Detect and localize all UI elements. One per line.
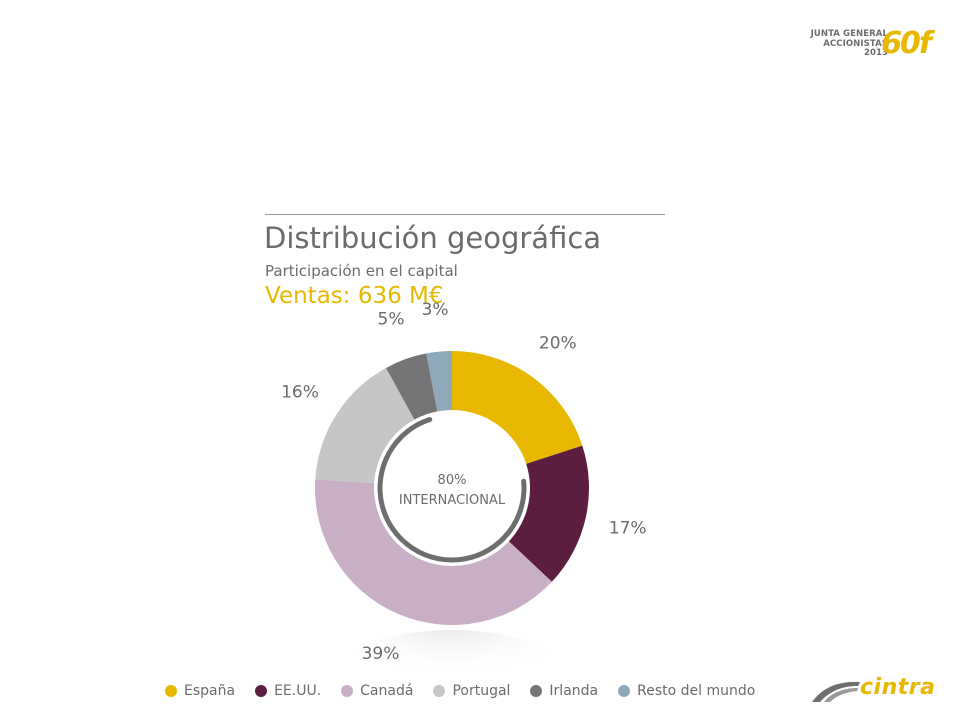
slice-label: 16% [281, 383, 319, 403]
slice-label: 5% [378, 310, 405, 330]
center-value: 80% [438, 473, 467, 488]
legend-label: Resto del mundo [637, 683, 756, 699]
slice-españa [452, 351, 583, 464]
legend-swatch [433, 685, 446, 697]
event-line: 2013 [863, 48, 888, 58]
slice-label: 20% [539, 333, 577, 353]
slice-ee-uu- [508, 445, 589, 582]
title-divider [265, 214, 665, 215]
event-logo-text: JUNTA GENERAL ACCIONISTAS 2013 [810, 29, 888, 59]
legend-item: Resto del mundo [618, 683, 755, 699]
legend-swatch [255, 685, 268, 697]
slice-irlanda [385, 353, 438, 420]
legend-label: España [184, 683, 236, 699]
sales-headline: Ventas: 636 M€ [265, 283, 444, 309]
event-line: JUNTA GENERAL [810, 29, 888, 39]
page-subtitle: Participación en el capital [265, 262, 458, 280]
legend-label: Irlanda [549, 683, 599, 699]
international-arc [377, 417, 527, 563]
slice-label: 39% [362, 644, 400, 664]
page-title: Distribución geográfica [264, 221, 602, 255]
legend-swatch [618, 685, 631, 697]
center-label: INTERNACIONAL [399, 493, 506, 508]
slice-canadá [314, 479, 552, 625]
legend-item: EE.UU. [255, 683, 321, 699]
legend: España EE.UU. Canadá Portugal Irlanda Resto d… [165, 682, 775, 700]
event-line: ACCIONISTAS [823, 38, 888, 49]
legend-swatch [341, 685, 354, 697]
legend-label: Portugal [452, 683, 511, 699]
legend-item: Portugal [433, 683, 510, 699]
road-icon [812, 681, 860, 702]
slice-label: 17% [609, 518, 647, 538]
event-logo: JUNTA GENERAL ACCIONISTAS 2013 60f [806, 26, 936, 68]
brand-logo: cintra [810, 675, 940, 706]
legend-swatch [165, 685, 177, 697]
event-mark: 60f [881, 26, 932, 61]
legend-item: Canadá [341, 683, 413, 699]
slice-resto-del-mundo [426, 351, 452, 412]
legend-item: España [165, 683, 235, 699]
donut-slices [314, 351, 589, 625]
donut-reflection [352, 630, 552, 694]
legend-swatch [530, 685, 543, 697]
slice-portugal [315, 367, 415, 484]
brand-name: cintra [860, 675, 936, 700]
legend-item: Irlanda [530, 683, 598, 699]
slice-labels: 20% 17% 39% 16% 5% 3% [281, 300, 646, 664]
legend-label: Canadá [360, 683, 414, 699]
legend-label: EE.UU. [274, 683, 322, 699]
slice-label: 3% [422, 300, 449, 320]
